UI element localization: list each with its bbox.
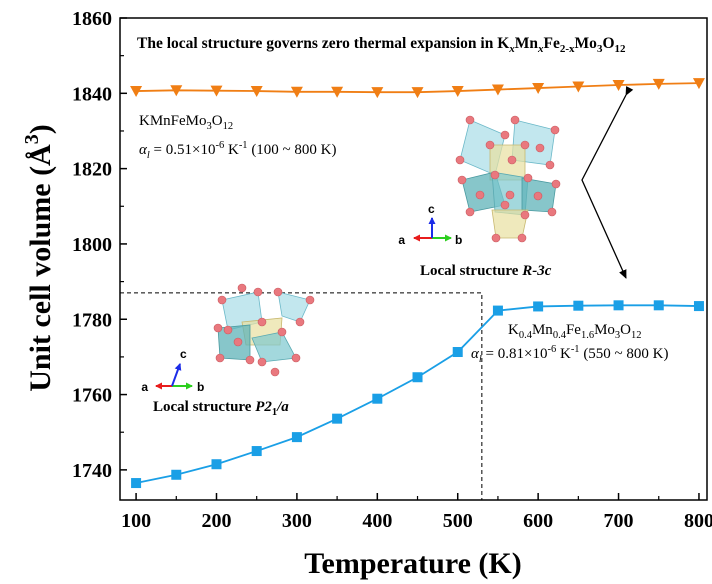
series-1-point — [130, 86, 143, 98]
svg-text:c: c — [428, 202, 435, 216]
series-1-point — [491, 84, 504, 96]
y-tick-label: 1800 — [72, 234, 112, 256]
x-tick-label: 700 — [604, 510, 634, 532]
p21a-crystal-axes-indicator: a b c — [141, 347, 204, 394]
svg-text:a: a — [398, 233, 405, 247]
series-2-point — [372, 393, 383, 404]
y-tick-label: 1780 — [72, 309, 112, 331]
svg-text:c: c — [180, 347, 187, 361]
svg-text:b: b — [197, 380, 204, 394]
x-tick-label: 600 — [523, 510, 553, 532]
series-2-point — [171, 469, 182, 480]
series-2-point — [291, 432, 302, 443]
series-2-point — [653, 300, 664, 311]
svg-text:a: a — [141, 380, 148, 394]
series-2-point — [332, 413, 343, 424]
k04mn04fe16mo-expansion-coefficient: αl = 0.81×10-6 K-1 (550 ~ 800 K) — [471, 344, 669, 365]
series-2-point — [211, 459, 222, 470]
series-2-point — [131, 478, 142, 489]
x-tick-label: 200 — [201, 510, 231, 532]
series-2-point — [492, 305, 503, 316]
y-tick-label: 1760 — [72, 385, 112, 407]
chart-title: The local structure governs zero thermal… — [137, 35, 626, 55]
series-1-point — [331, 86, 344, 98]
x-tick-label: 400 — [362, 510, 392, 532]
svg-text:b: b — [455, 233, 462, 247]
k04mn04fe16mo-formula-label: K0.4Mn0.4Fe1.6Mo3O12 — [508, 322, 642, 341]
series-1-point — [210, 85, 223, 97]
series-markers — [130, 78, 705, 489]
y-axis-ticks: 1740 1760 1780 1800 1820 1840 1860 — [72, 8, 127, 482]
kmnfemo-expansion-coefficient: αl = 0.51×10-6 K-1 (100 ~ 800 K) — [139, 140, 337, 161]
plot-frame — [119, 17, 708, 501]
series-1-point — [532, 83, 545, 95]
x-axis-ticks: 100 200 300 400 500 600 700 800 — [121, 493, 712, 532]
r3c-crystal-axes-indicator: a b c — [398, 202, 462, 247]
series-2-point — [533, 301, 544, 312]
series-2-point — [573, 300, 584, 311]
series-1-point — [411, 87, 424, 99]
phase-arrow — [581, 86, 634, 279]
r3c-crystal-structure-illustration — [455, 115, 561, 243]
series-1-point — [451, 86, 464, 98]
series-1-point — [250, 86, 263, 98]
series-2-point — [693, 301, 704, 312]
x-tick-label: 300 — [282, 510, 312, 532]
y-tick-label: 1820 — [72, 159, 112, 181]
series-1-point — [572, 81, 585, 93]
x-tick-label: 500 — [443, 510, 473, 532]
y-tick-label: 1740 — [72, 460, 112, 482]
series-2-point — [613, 300, 624, 311]
r3c-local-structure-label: Local structure R-3c — [420, 263, 552, 279]
y-axis-label: Unit cell volume (Å3) — [21, 124, 57, 391]
x-tick-label: 800 — [684, 510, 712, 532]
series-1-point — [652, 78, 665, 90]
series-1-point — [371, 87, 384, 99]
kmnfemo-formula-label: KMnFeMo3O12 — [139, 113, 233, 132]
series-1-point — [692, 78, 705, 90]
series-2-point — [412, 372, 423, 383]
dashed-region-box — [120, 292, 483, 500]
y-tick-label: 1860 — [72, 8, 112, 30]
series-2-point — [452, 347, 463, 358]
y-tick-label: 1840 — [72, 83, 112, 105]
series-1-point — [290, 86, 303, 98]
series-1-point — [170, 85, 183, 97]
series-2-point — [251, 446, 262, 457]
x-axis-label: Temperature (K) — [304, 547, 521, 580]
x-tick-label: 100 — [121, 510, 151, 532]
p21a-local-structure-label: Local structure P21/a — [153, 399, 289, 418]
p21a-crystal-structure-illustration — [213, 283, 315, 377]
series-1-point — [612, 80, 625, 92]
